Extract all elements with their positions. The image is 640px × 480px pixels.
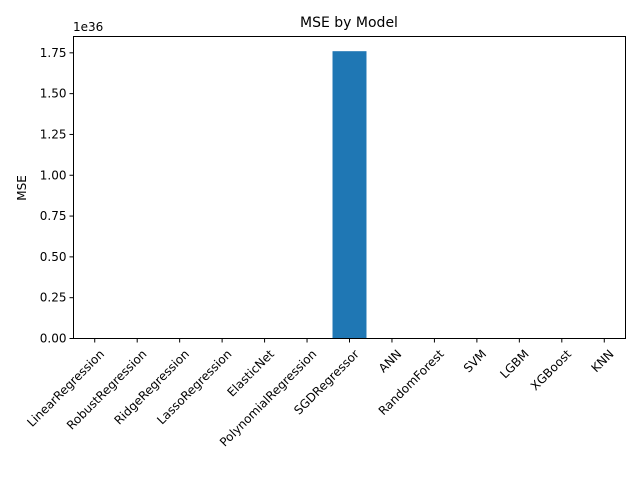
y-tick-label: 0.00: [40, 332, 67, 346]
y-tick-label: 0.75: [40, 209, 67, 223]
x-tick-label: RobustRegression: [64, 347, 150, 433]
chart-title: MSE by Model: [300, 15, 398, 31]
x-tick-label: SVM: [461, 347, 489, 375]
y-axis-scale-label: 1e36: [73, 20, 103, 34]
y-ticks-group: 0.00 0.25 0.50 0.75 1.00 1.25 1.50 1.75: [40, 46, 74, 346]
y-tick-label: 0.50: [40, 250, 67, 264]
bars-group: [332, 51, 367, 339]
y-tick-label: 1.00: [40, 168, 67, 182]
x-tick-label: LassoRegression: [154, 347, 234, 427]
plot-frame: [73, 36, 626, 339]
y-tick-label: 1.25: [40, 127, 67, 141]
x-tick-label: RidgeRegression: [111, 347, 192, 428]
y-tick-label: 1.50: [40, 87, 67, 101]
x-tick-label: KNN: [588, 347, 616, 375]
y-tick-label: 0.25: [40, 291, 67, 305]
x-tick-label: LGBM: [497, 347, 531, 381]
y-axis-label: MSE: [15, 175, 29, 201]
x-ticks-group: LinearRegressionRobustRegressionRidgeReg…: [24, 338, 617, 449]
x-tick-label: LinearRegression: [24, 347, 107, 430]
x-tick-label: XGBoost: [528, 347, 574, 393]
y-tick-label: 1.75: [40, 46, 67, 60]
x-tick-label: ANN: [376, 347, 404, 375]
bar-sgdregressor: [332, 51, 367, 339]
